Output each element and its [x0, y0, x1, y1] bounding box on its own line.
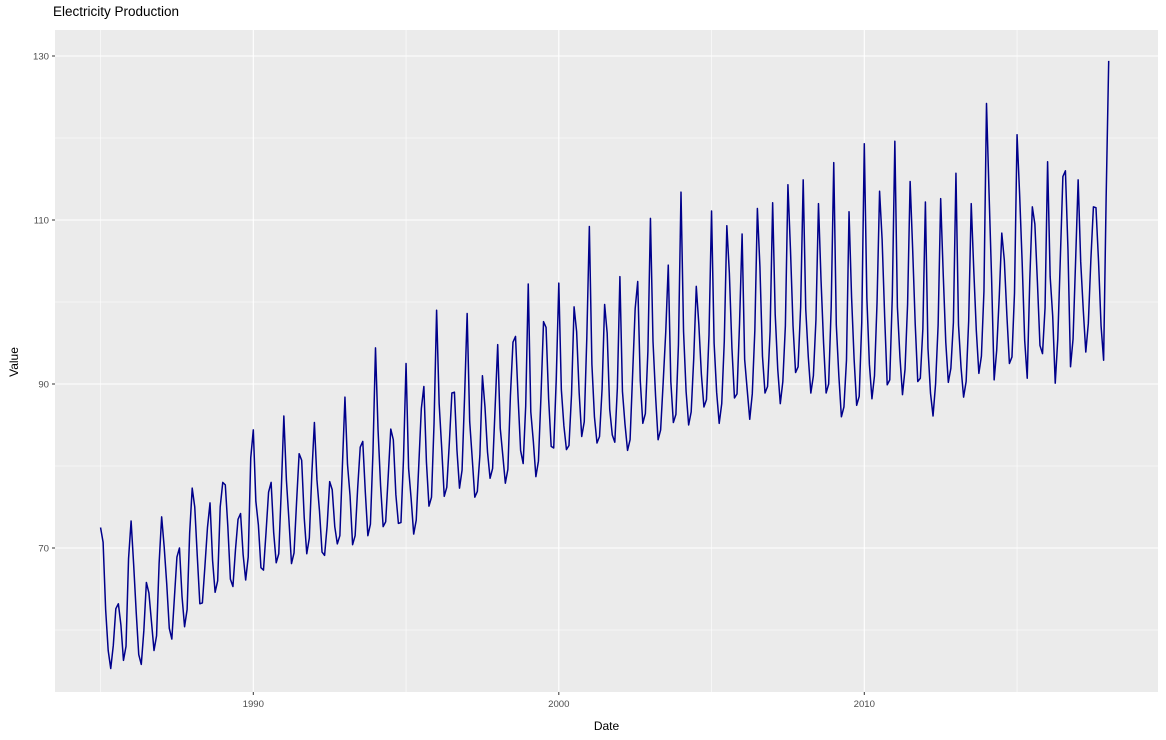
y-tick-label: 110 [34, 215, 49, 226]
y-tick-label: 130 [33, 51, 49, 62]
panel-background [55, 30, 1158, 692]
chart-title: Electricity Production [53, 4, 180, 19]
y-tick-label: 90 [38, 379, 49, 390]
x-tick-label: 1990 [243, 699, 264, 710]
y-axis-title: Value [7, 347, 21, 377]
x-tick-label: 2010 [854, 699, 875, 710]
electricity-production-line [99, 60, 1110, 670]
x-axis-title: Date [593, 719, 620, 733]
x-tick-label: 2000 [548, 699, 569, 710]
y-tick-label: 70 [38, 543, 49, 554]
